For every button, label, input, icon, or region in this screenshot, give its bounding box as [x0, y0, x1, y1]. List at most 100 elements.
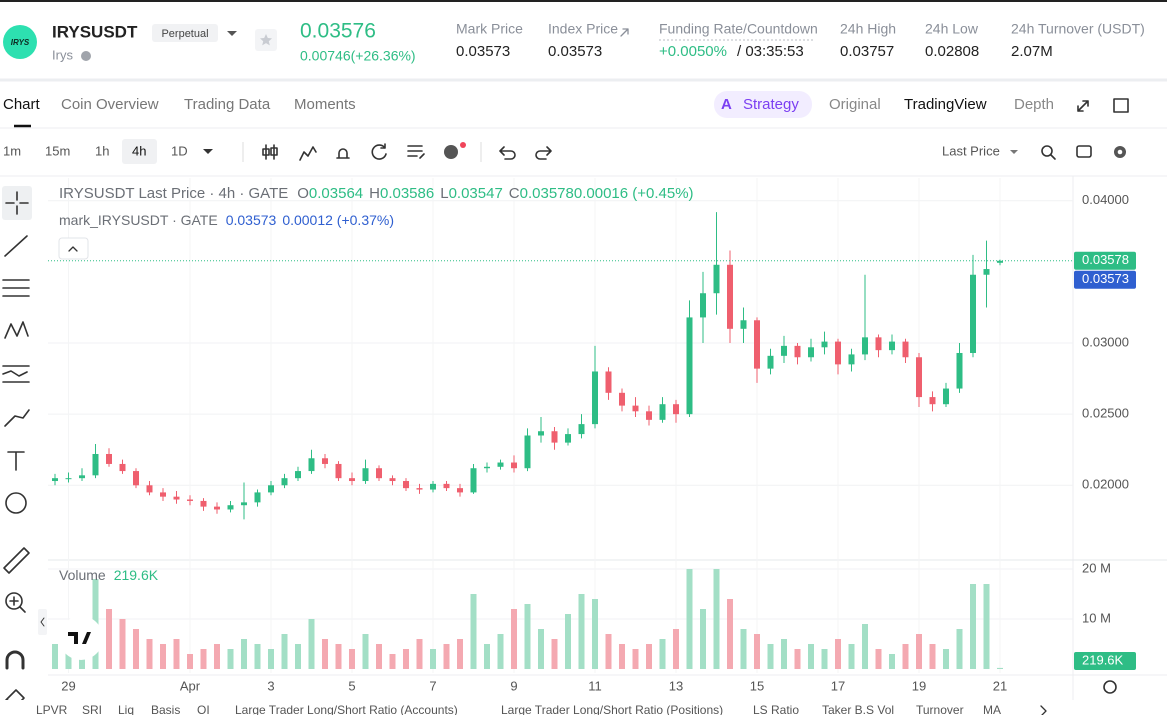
symbol-dropdown[interactable] — [227, 31, 237, 36]
candle-body — [322, 458, 328, 464]
magnet-tool[interactable] — [5, 650, 25, 670]
candle-body — [862, 337, 868, 355]
replay-icon[interactable] — [371, 143, 387, 160]
price-type[interactable]: Last Price — [942, 143, 1000, 158]
volume-bar — [187, 654, 193, 669]
indicator[interactable]: Basis — [151, 703, 180, 715]
stat-label: Funding Rate/Countdown — [659, 21, 818, 37]
tab[interactable]: Coin Overview — [61, 96, 159, 113]
axis-settings-icon[interactable] — [1103, 680, 1117, 694]
brush-tool[interactable] — [4, 409, 30, 427]
volume-bar — [308, 619, 315, 669]
crosshair-tool[interactable] — [5, 191, 29, 215]
volume-bar — [592, 599, 598, 669]
candle-body — [349, 478, 355, 482]
indicator[interactable]: MA — [983, 703, 1001, 715]
emoji-tool[interactable] — [5, 492, 27, 514]
redo-icon[interactable] — [535, 146, 552, 160]
volume-bar — [767, 644, 774, 669]
more-icon[interactable] — [444, 145, 458, 159]
price-type-dropdown[interactable] — [1010, 150, 1018, 154]
logo-text: IRYS — [11, 38, 30, 47]
interval[interactable]: 1h — [95, 143, 109, 158]
view-tab[interactable]: TradingView — [904, 96, 987, 113]
stat-label: 24h High — [840, 21, 896, 37]
interval[interactable]: 4h — [132, 143, 146, 158]
tab[interactable]: Trading Data — [184, 96, 271, 113]
last-price: 0.03576 — [300, 20, 376, 43]
indicator[interactable]: Liq — [118, 703, 134, 715]
view-tab[interactable]: Original — [829, 96, 881, 113]
interval[interactable]: 15m — [45, 143, 70, 158]
pane-handle[interactable] — [38, 609, 47, 635]
volume-bar — [524, 604, 531, 669]
indicator[interactable]: OI — [197, 703, 210, 715]
candle-body — [646, 411, 652, 420]
candle-body — [524, 435, 531, 469]
collapse-button[interactable] — [58, 237, 89, 260]
volume-bar — [457, 639, 463, 669]
volume-bar — [173, 639, 180, 669]
ruler-tool[interactable] — [3, 547, 30, 574]
symbol[interactable]: IRYSUSDT — [52, 22, 138, 41]
trendline-tool[interactable] — [4, 235, 28, 257]
x-tick-label: 9 — [510, 678, 517, 693]
view-tab[interactable]: Depth — [1014, 96, 1054, 113]
search-icon[interactable] — [1041, 145, 1053, 157]
interval[interactable]: 1D — [171, 143, 188, 158]
tool-active-bg — [2, 186, 32, 220]
indicator[interactable]: Turnover — [916, 703, 964, 715]
candles — [52, 212, 1003, 520]
tab[interactable]: Moments — [294, 96, 356, 113]
volume-bar — [349, 649, 355, 669]
tab[interactable]: Chart — [3, 96, 41, 113]
y-tick-label: 0.04000 — [1082, 192, 1129, 207]
candle-body — [592, 371, 598, 425]
candle-body — [362, 468, 369, 482]
x-tick-label: 19 — [912, 678, 926, 693]
candle-body — [65, 478, 72, 480]
candle-body — [254, 492, 261, 503]
drawing-tools[interactable] — [2, 186, 32, 704]
volume-tag-text: 219.6K — [1082, 652, 1124, 667]
candle-body — [308, 458, 315, 472]
indicator[interactable]: Large Trader Long/Short Ratio (Positions… — [501, 703, 723, 715]
candle-body — [943, 388, 949, 405]
candle-body — [902, 341, 909, 358]
indicator[interactable]: LS Ratio — [753, 703, 799, 715]
indicator[interactable]: Large Trader Long/Short Ratio (Accounts) — [235, 703, 458, 715]
screenshot-icon[interactable] — [1076, 145, 1092, 158]
x-tick-label: 13 — [669, 678, 683, 693]
template-icon[interactable] — [407, 145, 425, 159]
fullscreen-icon[interactable] — [1077, 100, 1089, 112]
toolbar-icons[interactable] — [262, 142, 552, 162]
volume-bar — [605, 634, 612, 669]
volume-bar — [740, 629, 747, 669]
view-tab[interactable]: Strategy — [743, 96, 799, 113]
pattern-tool[interactable] — [4, 321, 29, 339]
stat-label: Index Price — [548, 21, 618, 37]
text-tool[interactable] — [7, 451, 25, 471]
undo-icon[interactable] — [499, 146, 516, 160]
candle-body — [875, 337, 882, 351]
x-tick-label: 7 — [429, 678, 436, 693]
candle-body — [740, 320, 747, 329]
alert-icon[interactable] — [336, 148, 350, 159]
candle-body — [565, 434, 571, 443]
indicator-icon[interactable] — [262, 144, 278, 160]
volume-tick-label: 20 M — [1082, 560, 1111, 575]
fib-tool[interactable] — [2, 279, 30, 297]
indicator[interactable]: LPVR — [36, 703, 68, 715]
indicators-next[interactable] — [1040, 705, 1047, 715]
window-icon[interactable] — [1113, 98, 1129, 113]
interval-dropdown[interactable] — [203, 149, 213, 154]
prediction-tool[interactable] — [2, 365, 30, 383]
compare-icon[interactable] — [299, 146, 317, 161]
volume-bar — [646, 644, 652, 669]
search-icon-handle — [1050, 154, 1056, 160]
strategy-pill[interactable] — [714, 91, 812, 118]
zoom-tool[interactable] — [5, 592, 23, 610]
interval[interactable]: 1m — [3, 143, 21, 158]
indicator[interactable]: SRI — [82, 703, 102, 715]
indicator[interactable]: Taker B.S Vol — [822, 703, 894, 715]
